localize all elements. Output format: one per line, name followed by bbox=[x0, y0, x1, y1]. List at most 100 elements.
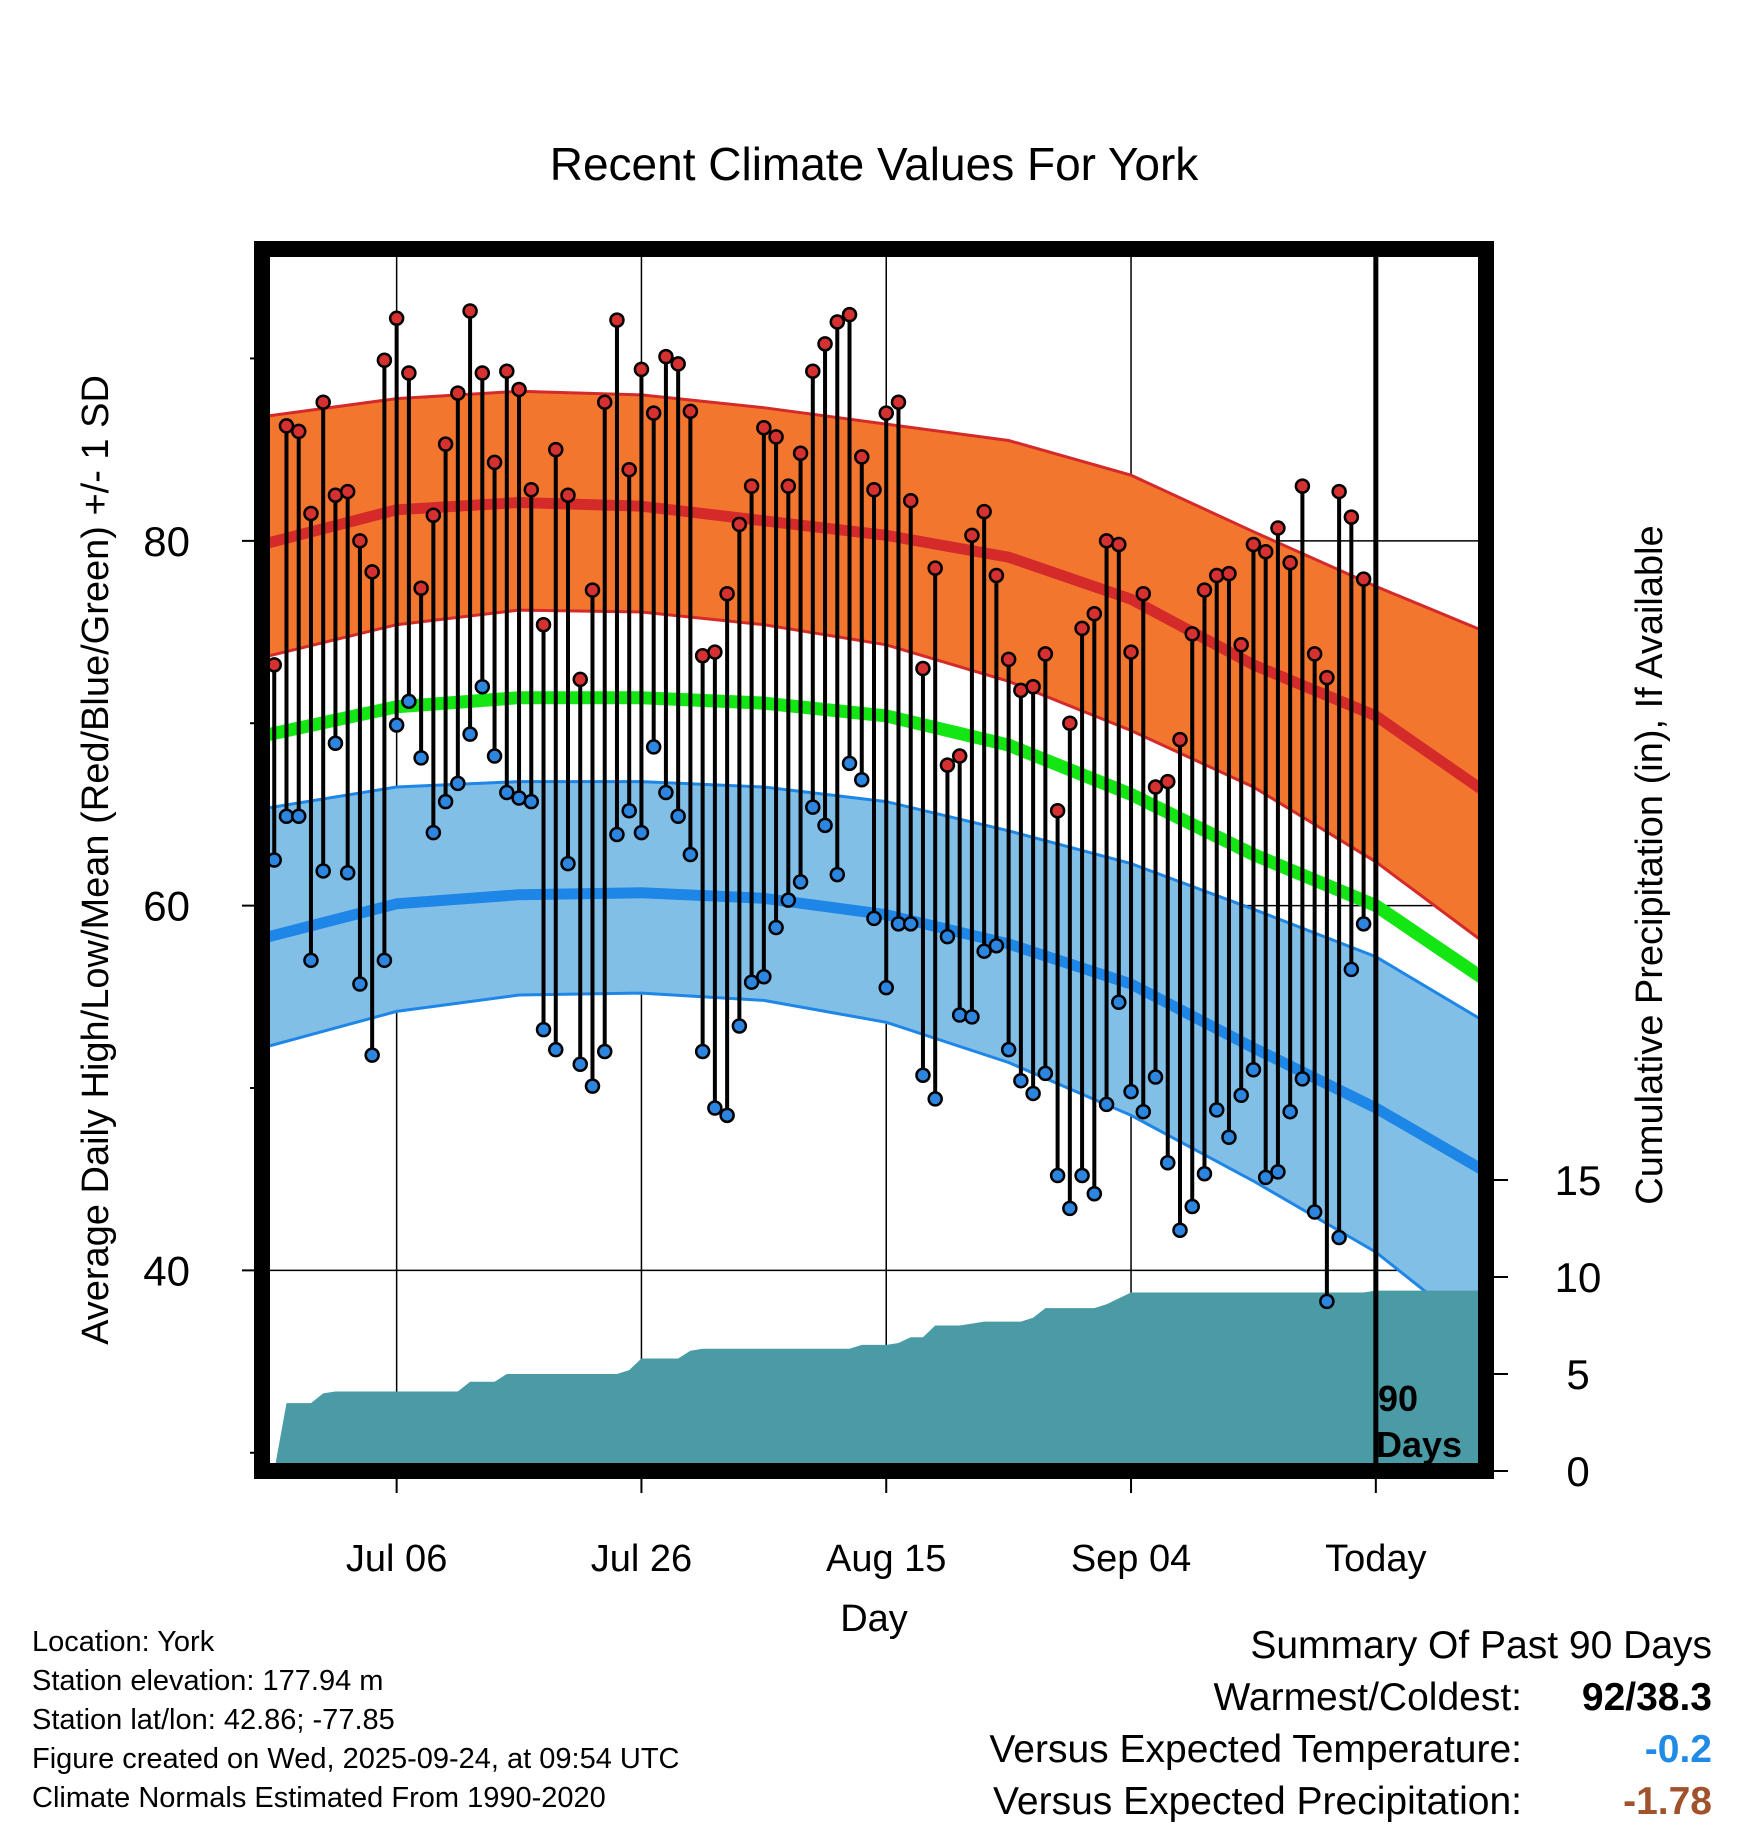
daily-high-point bbox=[866, 482, 882, 498]
summary-precip-label: Versus Expected Precipitation: bbox=[993, 1780, 1522, 1823]
daily-high-point bbox=[290, 423, 307, 440]
daily-low-point bbox=[1294, 1071, 1311, 1087]
daily-low-point bbox=[927, 1091, 943, 1107]
daily-low-point bbox=[841, 755, 858, 772]
daily-low-point bbox=[1147, 1069, 1164, 1085]
daily-low-point bbox=[560, 855, 576, 872]
daily-high-point bbox=[707, 644, 723, 660]
daily-high-point bbox=[829, 314, 846, 330]
x-tick-label: Jul 06 bbox=[346, 1538, 447, 1580]
daily-low-point bbox=[1086, 1186, 1103, 1202]
daily-low-point bbox=[780, 892, 797, 908]
daily-low-point bbox=[756, 968, 772, 985]
daily-high-point bbox=[1086, 606, 1103, 622]
daily-high-point bbox=[817, 336, 833, 352]
daily-low-point bbox=[303, 952, 319, 969]
daily-high-point bbox=[621, 461, 637, 478]
daily-high-point bbox=[854, 449, 870, 465]
summary-precip-value: -1.78 bbox=[1623, 1780, 1712, 1823]
daily-high-point bbox=[633, 361, 650, 378]
info-created: Figure created on Wed, 2025-09-24, at 09… bbox=[32, 1743, 680, 1775]
y-axis-label-left: Average Daily High/Low/Mean (Red/Blue/Gr… bbox=[75, 375, 117, 1345]
daily-low-point bbox=[1355, 916, 1372, 932]
daily-high-point bbox=[560, 487, 576, 503]
daily-low-point bbox=[596, 1043, 613, 1060]
daily-high-point bbox=[988, 567, 1005, 584]
station-info: Location: York Station elevation: 177.94… bbox=[32, 1623, 680, 1818]
summary-temp-value: -0.2 bbox=[1644, 1728, 1712, 1771]
daily-high-point bbox=[792, 445, 809, 462]
daily-low-point bbox=[1306, 1204, 1323, 1220]
daily-high-point bbox=[805, 363, 821, 379]
daily-low-point bbox=[462, 726, 478, 742]
daily-high-point bbox=[278, 418, 295, 434]
daily-low-point bbox=[768, 919, 784, 936]
daily-low-point bbox=[413, 750, 429, 766]
daily-high-point bbox=[682, 403, 699, 420]
daily-high-point bbox=[1025, 678, 1041, 695]
daily-low-point bbox=[401, 693, 417, 710]
daily-high-point bbox=[1135, 585, 1152, 602]
daily-low-point bbox=[1111, 994, 1127, 1011]
daily-low-point bbox=[327, 735, 344, 752]
daily-low-point bbox=[1270, 1164, 1286, 1180]
daily-high-point bbox=[645, 405, 662, 421]
daily-high-point bbox=[572, 671, 588, 688]
daily-high-point bbox=[878, 405, 894, 421]
x-tick-label: Today bbox=[1325, 1538, 1426, 1580]
daily-low-point bbox=[1172, 1222, 1188, 1238]
daily-high-point bbox=[486, 454, 503, 471]
daily-low-point bbox=[1160, 1155, 1176, 1171]
daily-low-point bbox=[707, 1100, 723, 1116]
plot-frame bbox=[254, 241, 1494, 1479]
daily-low-point bbox=[1331, 1229, 1347, 1246]
daily-high-point bbox=[437, 436, 454, 452]
daily-high-point bbox=[474, 365, 491, 381]
daily-high-point bbox=[523, 482, 540, 498]
daily-high-point bbox=[719, 585, 735, 602]
daily-low-point bbox=[1074, 1167, 1090, 1184]
daily-high-point bbox=[1233, 637, 1249, 653]
daily-low-point bbox=[878, 979, 894, 996]
daily-low-point bbox=[548, 1041, 564, 1058]
info-elevation: Station elevation: 177.94 m bbox=[32, 1665, 384, 1697]
daily-low-point bbox=[499, 784, 515, 801]
daily-low-point bbox=[1221, 1129, 1237, 1145]
daily-high-point bbox=[841, 306, 858, 323]
daily-low-point bbox=[486, 748, 503, 764]
summary-panel: Summary Of Past 90 Days Warmest/Coldest:… bbox=[989, 1620, 1712, 1828]
daily-low-point bbox=[425, 824, 442, 841]
daily-low-point bbox=[1319, 1293, 1335, 1310]
daily-low-point bbox=[792, 874, 809, 890]
daily-low-point bbox=[1245, 1061, 1262, 1078]
daily-low-point bbox=[682, 846, 699, 863]
daily-high-point bbox=[1257, 544, 1274, 560]
daily-high-point bbox=[1319, 669, 1335, 686]
today-label-days-2: Days bbox=[1376, 1424, 1462, 1465]
daily-low-point bbox=[315, 863, 331, 879]
x-tick-label: Aug 15 bbox=[826, 1538, 946, 1580]
daily-high-point bbox=[1270, 520, 1286, 536]
daily-high-point bbox=[780, 478, 797, 494]
daily-high-point bbox=[352, 533, 368, 549]
daily-low-point bbox=[915, 1067, 931, 1083]
daily-high-point bbox=[902, 492, 919, 509]
daily-low-point bbox=[1025, 1085, 1041, 1102]
daily-low-point bbox=[1037, 1065, 1054, 1082]
info-latlon: Station lat/lon: 42.86; -77.85 bbox=[32, 1704, 395, 1736]
daily-low-point bbox=[609, 826, 625, 843]
daily-low-point bbox=[1013, 1072, 1029, 1089]
y-tick-label-right: 10 bbox=[1555, 1254, 1602, 1301]
daily-low-point bbox=[902, 916, 919, 932]
daily-high-point bbox=[450, 385, 466, 401]
daily-high-point bbox=[1172, 731, 1188, 748]
daily-high-point bbox=[890, 394, 907, 410]
daily-low-point bbox=[584, 1078, 601, 1094]
daily-low-point bbox=[1208, 1102, 1225, 1118]
daily-low-point bbox=[339, 865, 356, 881]
daily-high-point bbox=[609, 312, 625, 328]
daily-low-point bbox=[621, 803, 637, 819]
daily-low-point bbox=[645, 739, 662, 755]
daily-high-point bbox=[413, 580, 429, 596]
daily-low-point bbox=[988, 937, 1005, 954]
